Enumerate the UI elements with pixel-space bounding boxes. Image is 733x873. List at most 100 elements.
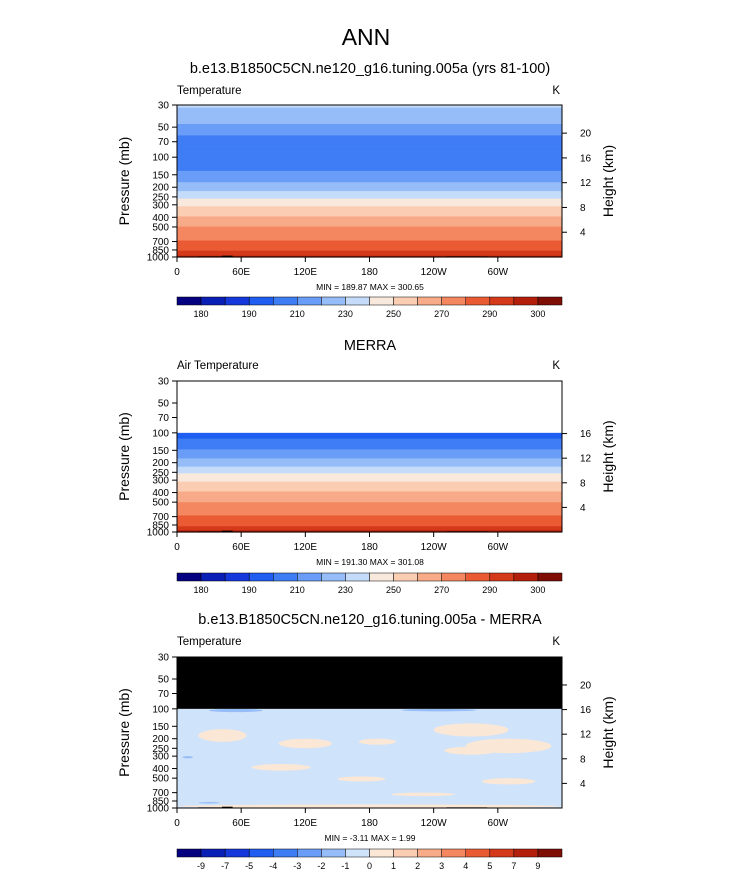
contour-band <box>177 163 562 166</box>
variable-label: Temperature <box>177 636 242 648</box>
contour-band <box>177 232 562 235</box>
contour-band <box>177 148 562 150</box>
colorbar-box <box>537 296 563 306</box>
colorbar-box <box>224 572 250 582</box>
x-tick-label: 0 <box>174 267 180 278</box>
contour-band <box>177 520 562 522</box>
contour-band <box>177 207 562 210</box>
contour-band <box>177 475 562 478</box>
contour-band <box>177 515 562 517</box>
y-tick-label: 50 <box>158 674 170 685</box>
contour-band <box>177 503 562 505</box>
contour-band <box>177 134 562 136</box>
masked-region <box>177 657 562 709</box>
contour-band <box>177 459 562 461</box>
colorbar-label: 300 <box>530 309 545 319</box>
contour-band <box>177 444 562 446</box>
contour-band <box>177 460 562 463</box>
height-tick-label: 20 <box>580 129 592 140</box>
colorbar-label: 210 <box>290 309 305 319</box>
contour-band <box>177 457 562 460</box>
min-max-stats: MIN = -3.11 MAX = 1.99 <box>324 833 415 843</box>
contour-band <box>177 117 562 120</box>
min-max-stats: MIN = 189.87 MAX = 300.65 <box>316 282 424 292</box>
y-tick-label: 200 <box>152 458 169 469</box>
contour-band <box>177 501 562 503</box>
x-tick-label: 120W <box>421 818 448 829</box>
contour-band <box>177 437 562 440</box>
colorbar-label: 270 <box>434 585 449 595</box>
cool-anomaly-patch <box>209 708 263 713</box>
contour-band <box>177 165 562 168</box>
contour-band <box>177 466 562 469</box>
contour-band <box>177 469 562 471</box>
contour-band <box>177 140 562 143</box>
colorbar-label: -5 <box>245 861 253 871</box>
contour-band <box>177 219 562 221</box>
contour-field <box>177 432 562 533</box>
contour-band <box>177 112 562 115</box>
warm-anomaly-patch <box>198 729 247 742</box>
y-tick-label: 700 <box>152 237 169 248</box>
contour-band <box>177 463 562 465</box>
contour-band <box>177 243 562 245</box>
contour-band <box>177 464 562 466</box>
figure-title: ANN <box>342 24 391 50</box>
contour-band <box>177 479 562 481</box>
contour-band <box>177 108 562 111</box>
cool-anomaly-patch <box>401 708 477 712</box>
colorbar-box <box>273 572 298 582</box>
contour-band <box>177 433 562 436</box>
contour-band <box>177 451 562 453</box>
contour-band <box>177 240 562 243</box>
contour-band <box>177 124 562 126</box>
colorbar-box <box>297 296 322 306</box>
contour-band <box>177 168 562 171</box>
x-tick-label: 180 <box>361 818 378 829</box>
contour-band <box>177 191 562 193</box>
y-tick-label: 700 <box>152 788 169 799</box>
x-tick-label: 60E <box>232 818 250 829</box>
warm-anomaly-patch <box>251 764 311 771</box>
contour-band <box>177 135 562 138</box>
contour-band <box>177 455 562 457</box>
contour-band <box>177 200 562 202</box>
contour-band <box>177 227 562 230</box>
colorbar-label: 230 <box>338 309 353 319</box>
colorbar-label: 9 <box>535 861 540 871</box>
contour-band <box>177 508 562 511</box>
y-tick-label: 150 <box>152 446 169 457</box>
colorbar: -9 -7 -5 -4 -3 -2 -1 0 1 2 3 4 5 7 9 <box>176 848 563 871</box>
contour-band <box>177 489 562 492</box>
contour-band <box>177 486 562 488</box>
colorbar-label: 290 <box>482 309 497 319</box>
y-tick-label: 850 <box>152 245 169 256</box>
contour-band <box>177 474 562 477</box>
x-tick-label: 120E <box>294 542 318 553</box>
contour-band <box>177 196 562 199</box>
contour-band <box>177 241 562 244</box>
contour-band <box>177 516 562 518</box>
contour-band <box>177 225 562 228</box>
colorbar-label: 2 <box>415 861 420 871</box>
colorbar-box <box>224 848 250 858</box>
colorbar-box <box>200 572 226 582</box>
contour-band <box>177 184 562 187</box>
contour-band <box>177 236 562 239</box>
contour-band <box>177 110 562 112</box>
contour-band <box>177 506 562 508</box>
x-tick-label: 180 <box>361 267 378 278</box>
colorbar-box <box>273 848 298 858</box>
colorbar-label: 180 <box>194 309 209 319</box>
contour-band <box>177 439 562 441</box>
colorbar-box <box>248 296 274 306</box>
colorbar-box <box>489 848 515 858</box>
y-tick-label: 30 <box>158 101 170 112</box>
x-tick-label: 120E <box>294 818 318 829</box>
warm-anomaly-patch <box>433 723 509 737</box>
contour-band <box>177 234 562 237</box>
contour-band <box>177 221 562 224</box>
y-tick-label: 100 <box>152 153 169 164</box>
contour-band <box>177 485 562 488</box>
contour-band <box>177 226 562 229</box>
